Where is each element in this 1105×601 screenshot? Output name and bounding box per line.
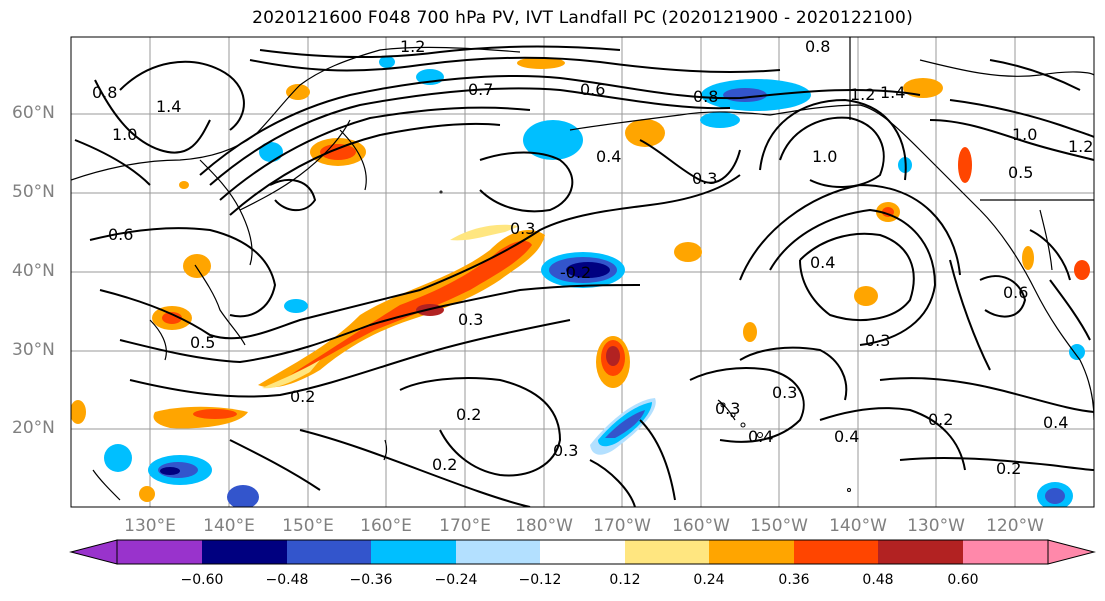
contour-label-0.2-c: 0.2 [432,455,457,474]
colorbar-tick-8: 0.48 [862,572,894,588]
contour-label-0.6-b: 0.6 [1003,283,1028,302]
colorbar-tick-4: −0.12 [518,572,562,588]
pv-contours [74,45,1094,507]
contour-label-0.2-d: 0.2 [996,459,1021,478]
contour-label-0.2-b: 0.2 [456,405,481,424]
colorbar-tick-2: −0.36 [349,572,393,588]
contour-label-0.5-a: 0.5 [190,333,215,352]
lon-label-130w: 130°W [907,516,965,536]
contour-label-1.0-a: 1.0 [112,125,137,144]
lat-label-20n: 20°N [12,418,55,438]
contour-label-0.8-c: 0.8 [805,37,830,56]
colorbar-bin-2 [287,540,371,564]
lon-label-150e: 150°E [282,516,334,536]
contour-label-0.4-e: 0.4 [596,147,621,166]
colorbar-tick-7: 0.36 [778,572,810,588]
colorbar-bin-4 [456,540,540,564]
contour-label-1.2-a: 1.2 [400,37,425,56]
colorbar-tick-3: −0.24 [434,572,478,588]
lon-label-160w: 160°W [672,516,730,536]
colorbar-bin-6 [625,540,709,564]
contour-label-neg0.2: -0.2 [560,263,591,282]
lat-label-30n: 30°N [12,340,55,360]
contour-label-0.3-f: 0.3 [692,169,717,188]
lat-label-50n: 50°N [12,182,55,202]
contour-label-1.2-c: 1.2 [1068,137,1093,156]
contour-label-0.7: 0.7 [468,80,493,99]
lon-label-140w: 140°W [829,516,887,536]
lon-label-170w: 170°W [593,516,651,536]
colorbar-tick-1: −0.48 [265,572,309,588]
contour-label-0.3-e: 0.3 [865,331,890,350]
contour-label-0.3-b: 0.3 [553,441,578,460]
colorbar-extend-high [1047,539,1096,565]
lon-label-130e: 130°E [124,516,176,536]
contour-label-1.0-b: 1.0 [812,147,837,166]
shaded-anomalies [71,56,1090,507]
lon-label-140e: 140°E [203,516,255,536]
lon-label-150w: 150°W [750,516,808,536]
contour-label-0.4-b: 0.4 [834,427,859,446]
contour-label-0.4-c: 0.4 [810,253,835,272]
colorbar-bin-0 [117,540,202,564]
contour-label-0.3-a: 0.3 [458,310,483,329]
contour-label-0.4-d: 0.4 [1043,413,1068,432]
contour-label-0.8-b: 0.8 [693,87,718,106]
contour-label-0.5-b: 0.5 [1008,163,1033,182]
lon-label-170e: 170°E [439,516,491,536]
map-title: 2020121600 F048 700 hPa PV, IVT Landfall… [252,8,913,28]
contour-label-1.0-c: 1.0 [1012,125,1037,144]
contour-label-1.4-b: 1.4 [880,83,905,102]
colorbar-bin-9 [878,540,963,564]
lat-label-40n: 40°N [12,261,55,281]
contour-label-0.2-e: 0.2 [928,410,953,429]
map-frame [70,36,1095,508]
contour-label-1.4-a: 1.4 [156,97,181,116]
contour-label-0.3-c: 0.3 [715,399,740,418]
islands [439,190,851,492]
colorbar-bin-10 [963,540,1048,564]
contour-label-0.8-a: 0.8 [92,83,117,102]
contour-labels: 0.2 0.2 0.2 0.2 0.2 0.3 0.3 0.3 0.3 0.3 … [92,37,1093,478]
contour-label-0.2-a: 0.2 [290,387,315,406]
colorbar-tick-6: 0.24 [693,572,725,588]
lon-label-180w: 180°W [515,516,573,536]
contour-label-1.2-b: 1.2 [850,85,875,104]
lon-label-120w: 120°W [986,516,1044,536]
colorbar-bin-3 [371,540,456,564]
colorbar-bin-1 [202,540,287,564]
colorbar-tick-0: −0.60 [180,572,224,588]
colorbar-tick-5: 0.12 [609,572,641,588]
contour-label-0.3-g: 0.3 [510,219,535,238]
colorbar-frame [116,539,1049,565]
colorbar [69,539,1096,565]
colorbar-bin-8 [794,540,878,564]
contour-label-0.6-c: 0.6 [580,80,605,99]
lat-label-60n: 60°N [12,103,55,123]
colorbar-bin-5 [540,540,625,564]
contour-label-0.6-a: 0.6 [108,225,133,244]
contour-label-0.4-a: 0.4 [748,427,773,446]
lon-label-160e: 160°E [360,516,412,536]
contour-label-0.3-d: 0.3 [772,383,797,402]
colorbar-tick-9: 0.60 [947,572,979,588]
colorbar-extend-low [69,539,118,565]
colorbar-bin-7 [709,540,794,564]
